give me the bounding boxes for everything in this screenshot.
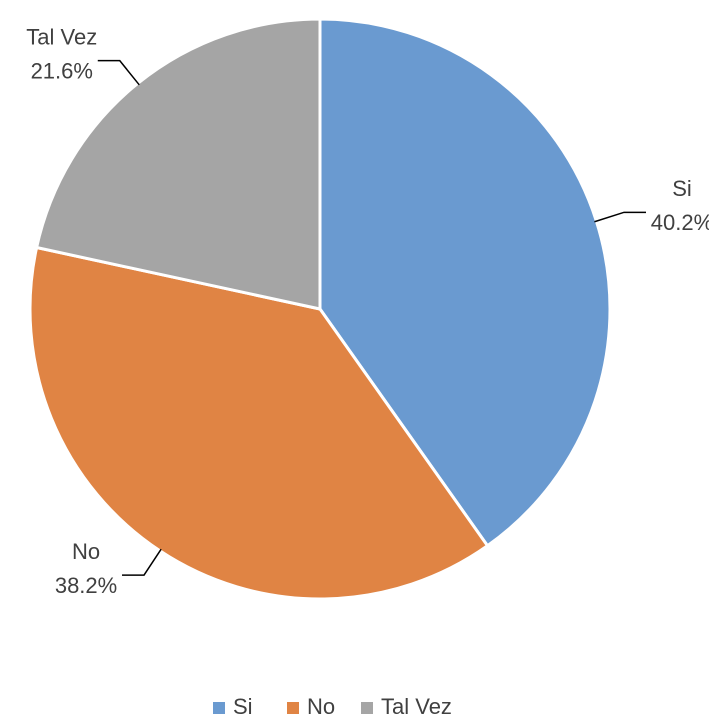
leader-line	[594, 211, 647, 223]
leader-line	[122, 548, 162, 576]
leader-line	[97, 59, 140, 86]
slice-value-label: 21.6%	[31, 58, 93, 83]
slice-value-label: 38.2%	[55, 573, 117, 598]
legend-swatch	[361, 702, 373, 714]
legend-label: Tal Vez	[381, 694, 452, 719]
slice-value-label: 40.2%	[651, 210, 709, 235]
slice-name-label: Si	[672, 176, 692, 201]
legend-swatch	[287, 702, 299, 714]
legend-label: Si	[233, 694, 253, 719]
slice-name-label: No	[72, 539, 100, 564]
legend-label: No	[307, 694, 335, 719]
legend-swatch	[213, 702, 225, 714]
slice-name-label: Tal Vez	[26, 24, 97, 49]
